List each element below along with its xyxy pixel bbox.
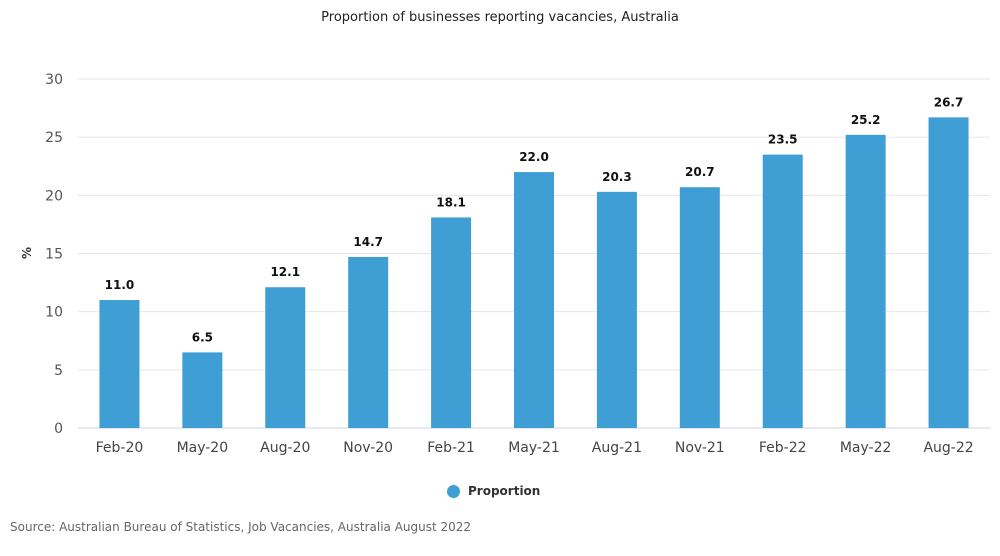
y-tick-label: 0 xyxy=(54,421,63,437)
data-label: 22.0 xyxy=(519,150,549,164)
bar xyxy=(514,172,554,428)
source-note: Source: Australian Bureau of Statistics,… xyxy=(10,520,472,534)
bar xyxy=(431,217,472,428)
data-label: 23.5 xyxy=(768,133,798,147)
data-label: 25.2 xyxy=(851,113,881,127)
x-tick-label: Nov-20 xyxy=(343,440,393,456)
data-label: 20.3 xyxy=(602,170,632,184)
x-tick-label: Feb-20 xyxy=(96,440,144,456)
chart-title: Proportion of businesses reporting vacan… xyxy=(321,10,679,25)
legend-marker-icon xyxy=(447,484,460,498)
y-tick-label: 30 xyxy=(45,72,63,88)
data-label: 12.1 xyxy=(270,265,300,279)
data-label: 14.7 xyxy=(353,235,383,249)
y-tick-label: 25 xyxy=(45,130,63,146)
bar xyxy=(596,191,637,428)
data-label: 18.1 xyxy=(436,195,466,209)
x-tick-label: Feb-22 xyxy=(759,440,807,456)
x-tick-label: Aug-22 xyxy=(923,440,973,456)
x-tick-label: May-22 xyxy=(840,440,892,456)
y-axis-label: % xyxy=(20,247,34,259)
data-label: 11.0 xyxy=(105,278,135,292)
y-tick-label: 15 xyxy=(45,247,63,263)
data-label: 6.5 xyxy=(192,330,213,344)
bar xyxy=(99,300,140,428)
y-tick-label: 10 xyxy=(45,305,63,321)
data-label: 26.7 xyxy=(934,95,964,109)
y-tick-label: 5 xyxy=(54,363,63,379)
bar xyxy=(845,134,886,428)
x-tick-label: Nov-21 xyxy=(675,440,725,456)
legend-label: Proportion xyxy=(468,484,541,498)
x-tick-label: Aug-20 xyxy=(260,440,310,456)
data-label: 20.7 xyxy=(685,165,715,179)
x-tick-label: May-21 xyxy=(508,440,560,456)
bar xyxy=(762,154,803,428)
legend-item-proportion[interactable]: Proportion xyxy=(447,484,540,498)
x-tick-label: Aug-21 xyxy=(592,440,642,456)
bar xyxy=(679,187,720,428)
x-tick-label: May-20 xyxy=(177,440,229,456)
y-tick-label: 20 xyxy=(45,188,63,204)
bar xyxy=(265,287,306,428)
bar xyxy=(182,352,223,428)
bar xyxy=(928,117,969,428)
x-tick-label: Feb-21 xyxy=(427,440,475,456)
bar xyxy=(348,256,389,428)
